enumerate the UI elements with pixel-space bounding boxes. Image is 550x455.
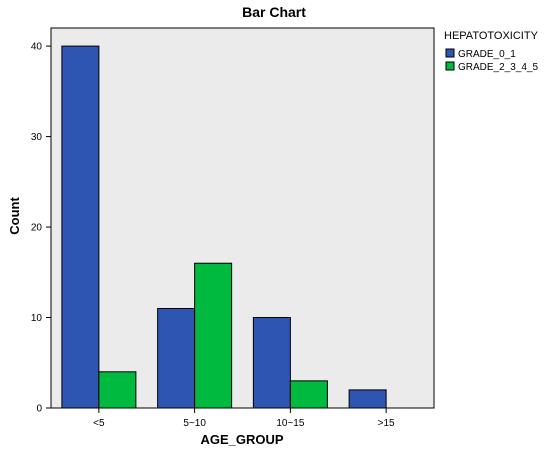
- x-tick-label: >15: [378, 418, 395, 429]
- bars-group: [61, 45, 387, 409]
- x-tick-label: 10~15: [276, 418, 305, 429]
- x-axis: <5 5~10 10~15 >15: [93, 408, 395, 429]
- bar-grade-0-1-0: [61, 45, 100, 409]
- y-tick-label: 10: [31, 313, 43, 324]
- bar-grade-0-1-3: [348, 389, 387, 409]
- y-axis: 0 10 20 30 40: [31, 42, 51, 415]
- legend-label: GRADE_2_3_4_5: [458, 62, 538, 73]
- bar-grade-0-1-1: [157, 307, 196, 409]
- x-axis-label: AGE_GROUP: [200, 432, 283, 447]
- legend-swatch: [445, 48, 455, 58]
- bar-grade-2-3-4-5-0: [98, 371, 137, 409]
- y-tick-label: 0: [36, 404, 42, 415]
- y-tick-label: 30: [31, 132, 43, 143]
- legend-label: GRADE_0_1: [458, 49, 516, 60]
- plot-area: [50, 27, 435, 409]
- y-tick-label: 40: [31, 42, 43, 53]
- legend-title: HEPATOTOXICITY: [444, 30, 539, 42]
- x-tick-label: <5: [93, 418, 105, 429]
- bar-grade-2-3-4-5-1: [194, 262, 233, 409]
- x-tick-label: 5~10: [183, 418, 206, 429]
- chart-title: Bar Chart: [242, 4, 306, 20]
- legend: HEPATOTOXICITY GRADE_0_1 GRADE_2_3_4_5: [444, 30, 539, 73]
- legend-swatch: [445, 61, 455, 71]
- bar-grade-2-3-4-5-2: [289, 380, 328, 409]
- y-tick-label: 20: [31, 223, 43, 234]
- y-axis-label: Count: [7, 197, 22, 235]
- bar-grade-0-1-2: [252, 317, 291, 409]
